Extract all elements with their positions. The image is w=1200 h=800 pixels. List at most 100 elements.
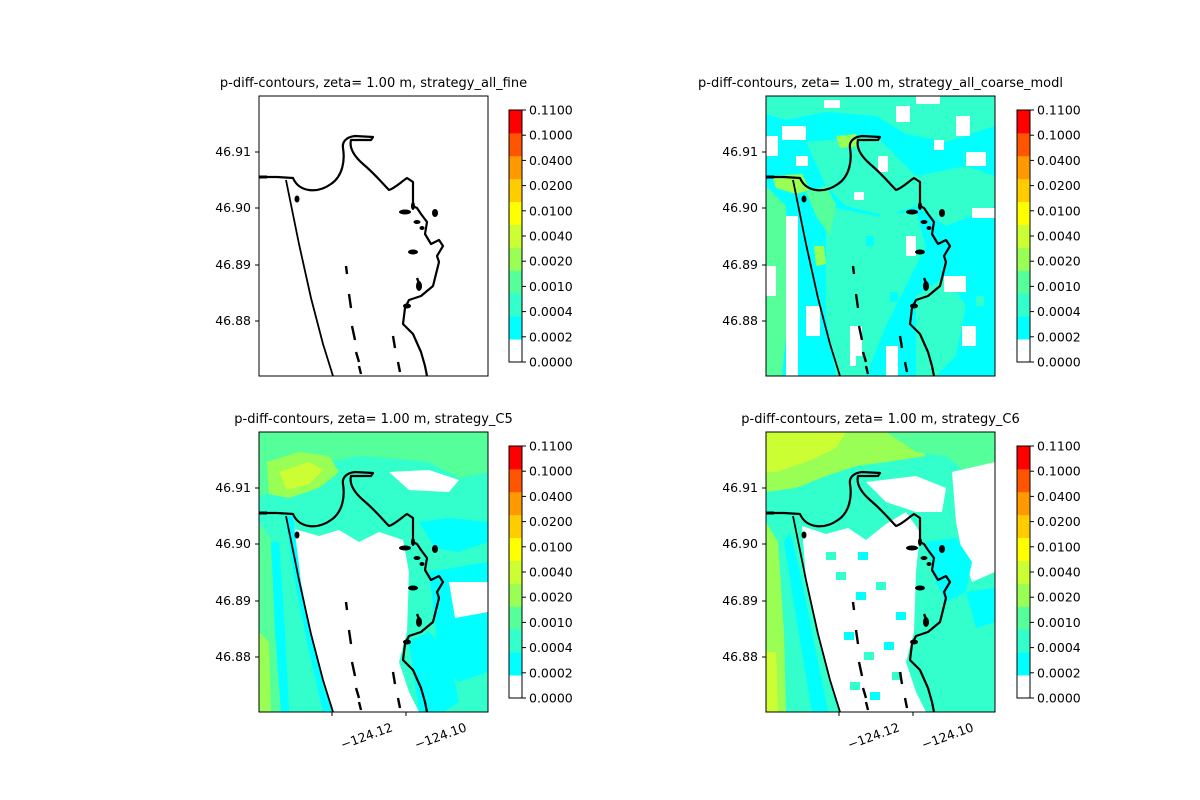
shoreline	[285, 179, 334, 376]
colorbar: 0.0000 0.0002 0.0004 0.0010 0.0020 0.0040 0.01…	[508, 439, 573, 706]
colorbar-tick-label: 0.0010	[1037, 279, 1081, 294]
channel-mark	[396, 697, 402, 709]
contour-region	[806, 186, 836, 236]
y-tick-label: 46.89	[215, 593, 251, 608]
y-tick-label: 46.88	[722, 313, 758, 328]
colorbar-swatch	[509, 339, 522, 363]
panel-strategy-all-coarse-modl: p-diff-contours, zeta= 1.00 m, strategy_…	[698, 76, 1063, 377]
channel-mark	[391, 671, 397, 685]
contour-gap	[934, 140, 944, 150]
x-tick-labels: −124.12 −124.10 −124.12 −124.10	[338, 719, 975, 752]
channel-mark	[347, 293, 353, 309]
island	[920, 556, 928, 560]
island	[413, 220, 421, 224]
colorbar-swatch	[1017, 339, 1030, 363]
colorbar-swatch	[1017, 606, 1030, 630]
contour-region	[926, 538, 972, 602]
island	[910, 639, 918, 645]
shoreline	[792, 515, 841, 712]
island	[419, 226, 425, 230]
colorbar-swatch	[509, 560, 522, 584]
colorbar-tick-label: 0.1100	[1037, 439, 1081, 454]
contour-region	[892, 672, 902, 680]
island	[432, 545, 438, 553]
contour-gap	[291, 528, 419, 712]
contour-gap	[962, 326, 976, 346]
colorbar-tick-label: 0.0100	[529, 539, 573, 554]
colorbar-tick-label: 0.0002	[529, 329, 573, 344]
channel-mark	[344, 601, 349, 611]
y-tick-label: 46.90	[215, 200, 251, 215]
shoreline	[792, 179, 841, 376]
island	[416, 281, 422, 291]
colorbar-tick-label: 0.1000	[529, 128, 573, 143]
contour-region	[978, 256, 986, 266]
colorbar-swatch	[509, 491, 522, 516]
island	[408, 585, 418, 591]
colorbar-tick-label: 0.0400	[529, 489, 573, 504]
colorbar-tick-label: 0.0040	[1037, 565, 1081, 580]
panel-strategy-all-fine: p-diff-contours, zeta= 1.00 m, strategy_…	[220, 76, 527, 377]
y-tick-label: 46.89	[215, 257, 251, 272]
channel-mark	[857, 661, 864, 677]
colorbar: 0.0000 0.0002 0.0004 0.0010 0.0020 0.0040 0.01…	[1016, 439, 1081, 706]
contour-region	[870, 692, 880, 700]
colorbar-tick-label: 0.0000	[529, 691, 573, 706]
colorbar-swatch	[1017, 132, 1030, 157]
contour-region	[856, 356, 864, 366]
island	[915, 585, 925, 591]
contour-region	[814, 246, 826, 266]
colorbar-tick-label: 0.0040	[1037, 229, 1081, 244]
colorbar-tick-label: 0.0020	[1037, 254, 1081, 269]
island	[918, 538, 922, 546]
channel-mark	[396, 361, 402, 373]
colorbar-swatch	[1017, 514, 1030, 539]
contour-gap	[886, 346, 898, 376]
coastline	[766, 134, 952, 376]
contour-region	[279, 462, 323, 490]
channel-mark	[903, 697, 909, 709]
colorbar-tick-label: 0.0002	[529, 665, 573, 680]
island	[294, 195, 300, 203]
coastline	[259, 470, 445, 712]
shoreline	[285, 515, 334, 712]
contour-region	[259, 632, 271, 712]
colorbar-swatch	[1017, 201, 1030, 225]
colorbar-tick-label: 0.0004	[1037, 640, 1081, 655]
colorbar-swatch	[509, 316, 522, 340]
y-tick-labels-panel-3: 46.91 46.90 46.89 46.88	[215, 480, 251, 664]
island	[416, 617, 422, 627]
colorbar-swatch	[1017, 652, 1030, 676]
contour-gap	[866, 476, 946, 512]
panel-title: p-diff-contours, zeta= 1.00 m, strategy_…	[698, 76, 1063, 91]
contour-gap	[972, 208, 995, 218]
channel-mark	[898, 335, 904, 349]
island	[399, 545, 411, 551]
island	[801, 195, 807, 203]
colorbar-swatch	[1017, 155, 1030, 180]
x-tick-label: −124.12	[845, 719, 901, 752]
colorbar-swatch	[1017, 247, 1030, 271]
island	[920, 220, 928, 224]
contour-gap	[906, 236, 916, 256]
contour-gap	[766, 266, 776, 296]
contour-gap	[896, 106, 910, 122]
x-tick-label: −124.10	[919, 719, 975, 752]
channel-mark	[350, 661, 357, 677]
island	[926, 226, 932, 230]
y-tick-labels-panel-1: 46.91 46.90 46.89 46.88	[215, 144, 251, 328]
channel-mark	[357, 365, 363, 375]
contour-gap	[449, 582, 488, 618]
contour-gap	[806, 306, 820, 336]
colorbar-swatch	[1017, 560, 1030, 584]
colorbar-tick-label: 0.0400	[529, 153, 573, 168]
contour-gap	[766, 136, 778, 156]
colorbar-swatch	[509, 247, 522, 271]
channel-mark	[851, 601, 856, 611]
contour-region	[259, 432, 488, 496]
island	[926, 562, 932, 566]
island	[294, 531, 300, 539]
colorbar-tick-label: 0.0004	[1037, 304, 1081, 319]
channel-mark	[354, 351, 361, 363]
y-tick-label: 46.88	[215, 649, 251, 664]
